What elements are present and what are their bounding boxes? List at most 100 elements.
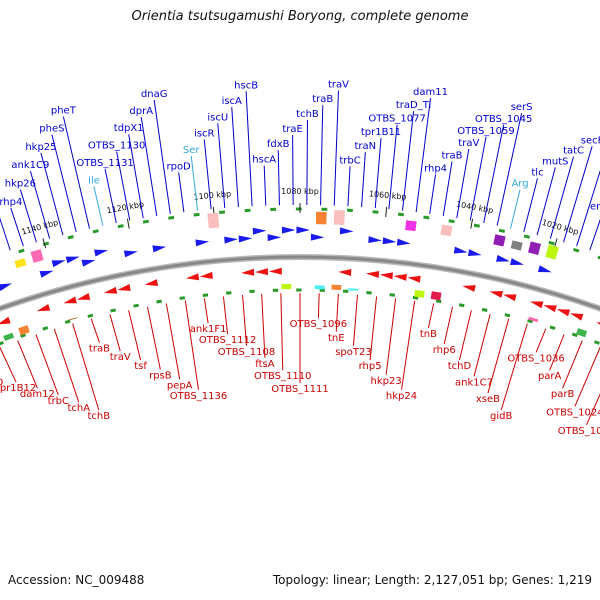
forward-gene-label[interactable]: tchB	[296, 109, 319, 120]
reverse-gene-arrow[interactable]	[596, 322, 600, 330]
forward-gene-label[interactable]: dprA	[129, 106, 153, 117]
reverse-gene-arrow[interactable]	[543, 305, 557, 313]
forward-gene-label[interactable]: engA	[590, 201, 600, 212]
forward-gene-arrow[interactable]	[39, 270, 54, 278]
reverse-gene-label[interactable]: OTBS_1024	[546, 407, 600, 418]
forward-gene-label[interactable]: traV	[328, 80, 349, 91]
reverse-gene-label[interactable]: OTBS_1096	[290, 319, 347, 330]
forward-gene-label[interactable]: trbC	[339, 155, 360, 166]
forward-gene-label[interactable]: iscU	[207, 112, 228, 123]
forward-gene-label[interactable]: serS	[511, 102, 533, 113]
forward-gene-label[interactable]: traB	[312, 94, 333, 105]
reverse-gene-label[interactable]: ank1F1	[190, 324, 227, 335]
reverse-gene-label[interactable]: OTBS_1026	[558, 426, 600, 437]
reverse-gene-label[interactable]: gidB	[490, 411, 512, 422]
reverse-gene-label[interactable]: pepA	[167, 380, 193, 391]
reverse-gene-label[interactable]: tchA	[67, 403, 90, 414]
forward-gene-arrow[interactable]	[0, 283, 13, 291]
reverse-gene-label[interactable]: hkp23	[371, 376, 402, 387]
reverse-gene-arrow[interactable]	[36, 303, 51, 312]
trna-label[interactable]: Arg	[511, 179, 528, 190]
forward-gene-label[interactable]: hscA	[252, 155, 276, 166]
reverse-gene-arrow[interactable]	[254, 268, 269, 276]
reverse-gene-arrow[interactable]	[117, 284, 131, 291]
forward-gene-label[interactable]: OTBS_1130	[88, 141, 145, 152]
forward-gene-label[interactable]: tlc	[531, 167, 543, 178]
reverse-gene-arrow[interactable]	[185, 273, 200, 281]
forward-gene-arrow[interactable]	[93, 249, 108, 257]
reverse-gene-label[interactable]: OTBS_1111	[271, 384, 328, 395]
forward-gene-arrow[interactable]	[81, 259, 96, 267]
forward-gene-arrow[interactable]	[396, 238, 411, 246]
forward-gene-label[interactable]: hkp26	[5, 179, 36, 190]
reverse-gene-label[interactable]: parA	[538, 371, 562, 382]
reverse-gene-label[interactable]: ftsA	[255, 359, 274, 370]
forward-gene-arrow[interactable]	[238, 235, 253, 243]
forward-gene-arrow[interactable]	[453, 246, 468, 254]
forward-gene-arrow[interactable]	[368, 236, 382, 244]
reverse-gene-arrow[interactable]	[529, 301, 544, 309]
reverse-gene-label[interactable]: OTBS_1110	[254, 371, 311, 382]
forward-gene-arrow[interactable]	[224, 236, 238, 244]
forward-gene-label[interactable]: tatC	[563, 146, 584, 157]
forward-gene-arrow[interactable]	[310, 233, 325, 241]
reverse-gene-label[interactable]: rpsB	[149, 370, 172, 381]
reverse-gene-label[interactable]: OTBS_1036	[507, 353, 564, 364]
reverse-gene-label[interactable]: dam12	[20, 389, 55, 400]
forward-gene-label[interactable]: OTBS_1131	[76, 158, 133, 169]
reverse-gene-label[interactable]: tnE	[328, 333, 345, 344]
forward-gene-label[interactable]: traD_Ti	[396, 100, 431, 111]
reverse-gene-arrow[interactable]	[379, 272, 394, 280]
reverse-gene-label[interactable]: parB	[551, 389, 575, 400]
forward-gene-label[interactable]: pheT	[51, 106, 77, 117]
forward-gene-arrow[interactable]	[537, 265, 552, 273]
forward-gene-label[interactable]: traB	[441, 151, 462, 162]
reverse-gene-label[interactable]: tsf	[134, 361, 147, 372]
reverse-gene-arrow[interactable]	[241, 268, 255, 276]
forward-gene-label[interactable]: rhp4	[424, 163, 447, 174]
gene-labels[interactable]: tpr1B14OTBS_1191tpr1B13tnDank1C8rhp6rhp4…	[0, 80, 600, 437]
reverse-gene-label[interactable]: OTBS_1136	[170, 391, 227, 402]
forward-gene-arrow[interactable]	[65, 256, 80, 264]
reverse-gene-arrow[interactable]	[268, 267, 282, 275]
reverse-gene-arrow[interactable]	[338, 268, 352, 276]
forward-gene-arrow[interactable]	[267, 234, 282, 242]
trna-label[interactable]: Ser	[183, 145, 201, 156]
reverse-gene-label[interactable]: rhp5	[359, 361, 382, 372]
forward-gene-label[interactable]: traV	[458, 138, 479, 149]
reverse-gene-label[interactable]: tchD	[448, 361, 472, 372]
reverse-gene-label[interactable]: tpr1B12	[0, 383, 36, 394]
forward-gene-label[interactable]: secF	[581, 135, 600, 146]
forward-gene-label[interactable]: pheS	[39, 124, 64, 135]
forward-gene-label[interactable]: OTBS_1059	[457, 126, 514, 137]
forward-gene-arrow[interactable]	[510, 258, 524, 265]
forward-gene-arrow[interactable]	[252, 227, 267, 235]
forward-gene-arrow[interactable]	[123, 250, 138, 258]
reverse-gene-label[interactable]: trbC	[48, 396, 69, 407]
forward-gene-label[interactable]: tpr1B11	[361, 127, 401, 138]
forward-gene-arrow[interactable]	[496, 254, 510, 262]
reverse-gene-label[interactable]: tnD	[0, 377, 4, 388]
forward-gene-arrow[interactable]	[382, 237, 397, 245]
forward-gene-arrow[interactable]	[339, 227, 354, 235]
reverse-gene-label[interactable]: OTBS_1112	[199, 335, 256, 346]
forward-gene-arrow[interactable]	[152, 245, 167, 253]
reverse-gene-arrow[interactable]	[76, 293, 91, 300]
reverse-gene-label[interactable]: hkp24	[386, 391, 417, 402]
forward-gene-label[interactable]: traN	[355, 141, 377, 152]
reverse-gene-label[interactable]: tnB	[420, 329, 437, 340]
reverse-gene-arrow[interactable]	[503, 294, 517, 302]
forward-gene-label[interactable]: dam11	[413, 87, 448, 98]
reverse-gene-arrow[interactable]	[569, 313, 584, 321]
forward-gene-label[interactable]: hkp25	[25, 142, 56, 153]
reverse-gene-arrow[interactable]	[144, 279, 159, 287]
reverse-gene-arrow[interactable]	[489, 291, 503, 298]
reverse-gene-arrow[interactable]	[199, 271, 213, 279]
reverse-gene-arrow[interactable]	[63, 296, 77, 304]
reverse-gene-label[interactable]: traB	[89, 344, 110, 355]
reverse-gene-arrow[interactable]	[103, 286, 118, 294]
reverse-gene-label[interactable]: ank1C7	[455, 377, 493, 388]
reverse-gene-arrow[interactable]	[393, 273, 407, 281]
forward-gene-label[interactable]: iscR	[194, 128, 214, 139]
